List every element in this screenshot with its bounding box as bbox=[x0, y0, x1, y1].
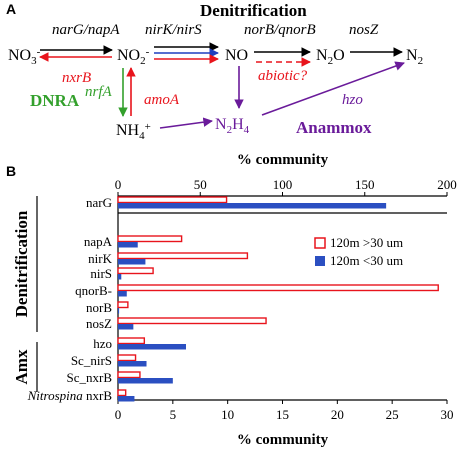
bottom-axis-tick-label: 10 bbox=[221, 407, 234, 422]
bottom-axis-tick-label: 0 bbox=[115, 407, 122, 422]
bar-large-fraction bbox=[117, 267, 154, 275]
bar-large-fraction bbox=[117, 389, 127, 397]
species-n2: N2 bbox=[406, 47, 423, 67]
category-label: qnorB- bbox=[75, 283, 112, 298]
gene-hzo: hzo bbox=[342, 92, 363, 108]
bar-large-fraction bbox=[117, 301, 129, 309]
top-axis-tick-label: 0 bbox=[115, 177, 122, 192]
bar-small-fraction bbox=[118, 378, 173, 384]
category-label: Sc_nirS bbox=[71, 353, 112, 368]
bar-large-fraction bbox=[117, 284, 439, 292]
species-no2: NO2- bbox=[117, 46, 150, 67]
arrow-nh4-to-n2h4 bbox=[159, 117, 213, 129]
bar-small-fraction bbox=[118, 344, 186, 350]
category-label: narG bbox=[86, 195, 112, 210]
legend-swatch-large bbox=[314, 237, 326, 249]
process-dnra: DNRA bbox=[30, 91, 80, 110]
bar-small-fraction bbox=[118, 308, 120, 314]
legend-label-large: 120m >30 um bbox=[330, 235, 403, 250]
bottom-axis-tick-label: 20 bbox=[331, 407, 344, 422]
bottom-axis-tick-label: 15 bbox=[276, 407, 289, 422]
bar-small-fraction bbox=[118, 396, 135, 402]
bar-small-fraction bbox=[118, 324, 134, 330]
category-label: hzo bbox=[93, 336, 112, 351]
bar-large-fraction bbox=[117, 371, 141, 379]
category-label: norB bbox=[86, 300, 112, 315]
top-axis-title: % community bbox=[237, 152, 329, 168]
gene-nirk-nirs: nirK/nirS bbox=[145, 22, 202, 38]
gene-norb-qnorb: norB/qnorB bbox=[244, 22, 316, 38]
category-label: nirK bbox=[88, 251, 112, 266]
gene-amoa: amoA bbox=[144, 92, 180, 108]
top-axis-tick-label: 150 bbox=[355, 177, 375, 192]
group-label-amx: Amx bbox=[12, 349, 31, 384]
gene-nosz: nosZ bbox=[349, 22, 379, 38]
top-axis-tick-label: 200 bbox=[437, 177, 457, 192]
bar-large-fraction bbox=[117, 252, 249, 260]
species-n2h4: N2H4 bbox=[215, 116, 250, 136]
species-n2o: N2O bbox=[316, 47, 345, 67]
species-no3: NO3- bbox=[8, 46, 41, 67]
species-no: NO bbox=[225, 47, 248, 64]
bar-large-fraction bbox=[117, 337, 146, 345]
bar-large-fraction bbox=[117, 196, 228, 204]
bar-small-fraction bbox=[118, 242, 138, 248]
bar-small-fraction bbox=[118, 274, 122, 280]
legend: 120m >30 um 120m <30 um bbox=[314, 235, 403, 268]
gene-nrfa: nrfA bbox=[85, 84, 113, 100]
category-label: nosZ bbox=[86, 316, 112, 331]
bar-small-fraction bbox=[118, 259, 146, 265]
process-anammox: Anammox bbox=[296, 118, 372, 137]
bottom-axis-tick-label: 5 bbox=[170, 407, 177, 422]
legend-label-small: 120m <30 um bbox=[330, 253, 403, 268]
category-label: Sc_nxrB bbox=[67, 370, 113, 385]
category-label: Nitrospina nxrB bbox=[27, 388, 113, 403]
top-axis-tick-label: 100 bbox=[273, 177, 293, 192]
top-axis-tick-label: 50 bbox=[194, 177, 207, 192]
category-label: nirS bbox=[90, 266, 112, 281]
bar-large-fraction bbox=[117, 317, 267, 325]
bar-series bbox=[117, 196, 439, 402]
bar-small-fraction bbox=[118, 361, 147, 367]
category-label: napA bbox=[84, 234, 113, 249]
top-axis: 0 50 100 150 200 % community bbox=[115, 152, 457, 214]
diagram-title: Denitrification bbox=[200, 1, 307, 20]
bar-small-fraction bbox=[118, 291, 127, 297]
gene-abiotic: abiotic? bbox=[258, 68, 308, 84]
panel-a-label: A bbox=[6, 1, 16, 17]
bar-large-fraction bbox=[117, 354, 137, 362]
species-nh4: NH4+ bbox=[116, 121, 151, 142]
legend-swatch-small bbox=[315, 256, 325, 266]
bar-large-fraction bbox=[117, 235, 183, 243]
bottom-axis-tick-label: 25 bbox=[386, 407, 399, 422]
gene-nxrb: nxrB bbox=[62, 70, 91, 86]
panel-b-label: B bbox=[6, 163, 16, 179]
bar-small-fraction bbox=[118, 203, 387, 209]
gene-narg-napa: narG/napA bbox=[52, 22, 120, 38]
bottom-axis-title: % community bbox=[237, 432, 329, 448]
group-label-denitrification: Denitrification bbox=[12, 210, 31, 317]
arrow-n2h4-to-n2 bbox=[261, 61, 405, 116]
bottom-axis-tick-label: 30 bbox=[441, 407, 454, 422]
